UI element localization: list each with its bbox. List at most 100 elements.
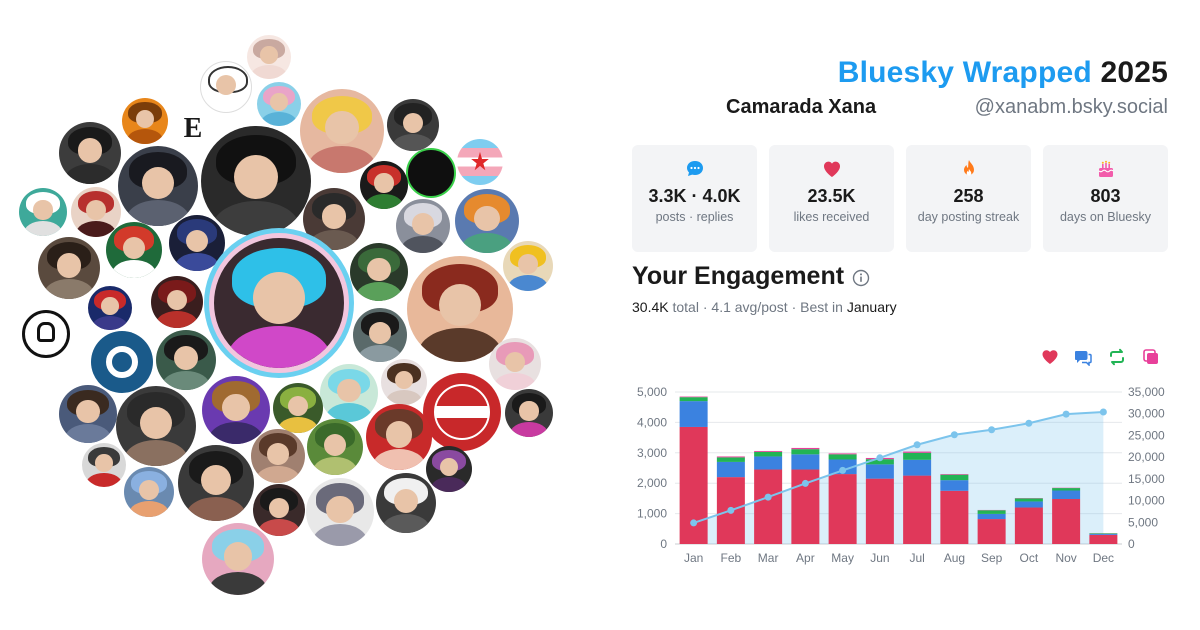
bar-segment[interactable] [716, 456, 745, 458]
bar-segment[interactable] [1089, 534, 1118, 544]
avatar[interactable] [366, 404, 432, 470]
avatar[interactable] [156, 330, 216, 390]
bar-segment[interactable] [679, 401, 708, 427]
avatar[interactable] [306, 478, 374, 546]
bar-segment[interactable] [716, 461, 745, 478]
cumulative-point[interactable] [1062, 410, 1070, 418]
avatar[interactable] [118, 146, 198, 226]
avatar[interactable] [247, 35, 291, 79]
avatar[interactable] [376, 473, 436, 533]
avatar[interactable] [426, 446, 472, 492]
avatar[interactable] [407, 256, 513, 362]
avatar[interactable] [423, 373, 501, 451]
avatar[interactable] [455, 189, 519, 253]
info-icon[interactable] [852, 269, 870, 287]
avatar[interactable] [350, 243, 408, 301]
bar-segment[interactable] [828, 453, 857, 455]
bar-segment[interactable] [1089, 533, 1118, 534]
avatar[interactable] [396, 199, 450, 253]
bar-segment[interactable] [1052, 499, 1081, 544]
bar-segment[interactable] [754, 469, 783, 544]
avatar[interactable] [59, 385, 117, 443]
bar-segment[interactable] [1014, 507, 1043, 544]
avatar[interactable] [202, 523, 274, 595]
bar-segment[interactable] [716, 457, 745, 462]
bar-segment[interactable] [679, 396, 708, 398]
avatar[interactable] [122, 98, 168, 144]
avatar[interactable] [201, 126, 311, 236]
avatar[interactable] [22, 310, 70, 358]
avatar[interactable] [19, 188, 67, 236]
avatar[interactable] [82, 443, 126, 487]
cumulative-point[interactable] [764, 493, 772, 501]
bar-segment[interactable] [679, 426, 708, 544]
avatar[interactable] [59, 122, 121, 184]
bar-segment[interactable] [1014, 498, 1043, 502]
avatar[interactable] [387, 99, 439, 151]
heart-icon[interactable] [1041, 348, 1059, 366]
cumulative-point[interactable] [988, 426, 996, 434]
avatar[interactable] [124, 467, 174, 517]
cumulative-point[interactable] [1025, 419, 1033, 427]
bar-segment[interactable] [679, 397, 708, 402]
bar-segment[interactable] [940, 474, 969, 475]
bar-segment[interactable] [1014, 501, 1043, 508]
bar-segment[interactable] [940, 490, 969, 544]
bar-segment[interactable] [865, 459, 894, 465]
avatar[interactable] [307, 419, 363, 475]
avatar[interactable] [209, 233, 349, 373]
avatar[interactable] [38, 237, 100, 299]
bar-segment[interactable] [903, 452, 932, 460]
cumulative-point[interactable] [727, 506, 735, 514]
avatar[interactable]: E [179, 115, 207, 143]
avatar[interactable] [151, 276, 203, 328]
bar-segment[interactable] [903, 451, 932, 453]
avatar[interactable] [200, 61, 252, 113]
bar-segment[interactable] [828, 454, 857, 460]
cumulative-point[interactable] [913, 441, 921, 449]
avatar[interactable] [169, 215, 225, 271]
avatar[interactable] [489, 338, 541, 390]
cumulative-point[interactable] [690, 519, 698, 527]
bar-segment[interactable] [828, 459, 857, 475]
bar-segment[interactable] [1052, 488, 1081, 491]
bar-segment[interactable] [791, 454, 820, 470]
bar-segment[interactable] [903, 459, 932, 476]
cumulative-point[interactable] [1099, 408, 1107, 416]
avatar[interactable] [300, 89, 384, 173]
bar-segment[interactable] [791, 447, 820, 450]
bar-segment[interactable] [865, 464, 894, 479]
avatar[interactable] [106, 222, 162, 278]
reply-icon[interactable] [1074, 348, 1092, 366]
bar-segment[interactable] [940, 480, 969, 491]
avatar[interactable] [360, 161, 408, 209]
bar-segment[interactable] [977, 513, 1006, 520]
avatar[interactable] [457, 139, 503, 185]
repost-icon[interactable] [1108, 348, 1126, 366]
bar-segment[interactable] [903, 475, 932, 544]
bar-segment[interactable] [865, 478, 894, 544]
avatar[interactable] [353, 308, 407, 362]
cumulative-point[interactable] [801, 479, 809, 487]
bar-segment[interactable] [940, 474, 969, 481]
avatar[interactable] [320, 364, 378, 422]
bar-segment[interactable] [791, 449, 820, 455]
avatar[interactable] [91, 331, 153, 393]
avatar[interactable] [257, 82, 301, 126]
avatar[interactable] [178, 445, 254, 521]
bar-segment[interactable] [977, 510, 1006, 514]
bar-segment[interactable] [1089, 533, 1118, 535]
avatar[interactable] [381, 359, 427, 405]
avatar[interactable] [116, 386, 196, 466]
avatar[interactable] [88, 286, 132, 330]
avatar[interactable] [71, 187, 121, 237]
avatar[interactable] [503, 241, 553, 291]
avatar[interactable] [406, 148, 456, 198]
avatar[interactable] [505, 389, 553, 437]
cumulative-point[interactable] [839, 466, 847, 474]
avatar[interactable] [253, 484, 305, 536]
avatar[interactable] [251, 429, 305, 483]
bar-segment[interactable] [754, 456, 783, 470]
avatar[interactable] [202, 376, 270, 444]
avatar[interactable] [303, 188, 365, 250]
